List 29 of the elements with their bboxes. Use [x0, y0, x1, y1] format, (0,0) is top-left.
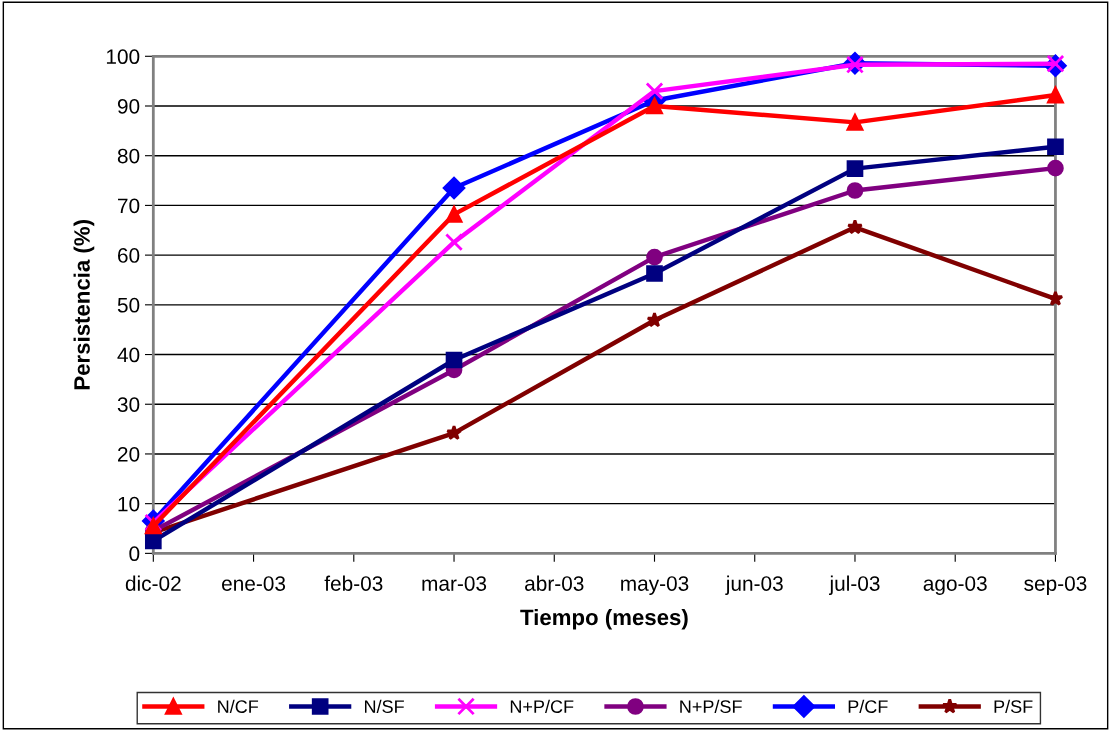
- legend-label: N+P/CF: [510, 699, 574, 713]
- x-tick-label: jul-03: [828, 575, 880, 596]
- y-tick-label: 60: [118, 248, 140, 263]
- y-tick-label: 70: [118, 198, 140, 214]
- x-tick-label: mar-03: [422, 576, 487, 591]
- x-tick-label: ago-03: [923, 576, 987, 596]
- x-tick-label: may-03: [621, 576, 689, 596]
- y-tick-label: 80: [117, 148, 140, 164]
- legend-label: N/SF: [364, 699, 404, 713]
- legend-label: P/SF: [994, 699, 1033, 713]
- legend-label: N/CF: [218, 699, 259, 713]
- y-tick-label: 90: [117, 99, 140, 114]
- x-tick-label: abr-03: [525, 575, 584, 591]
- y-tick-label: 40: [117, 347, 140, 363]
- x-tick-label: jun-03: [725, 575, 783, 596]
- legend-label: P/CF: [848, 699, 888, 713]
- y-tick-label: 50: [117, 297, 140, 313]
- x-tick-label: dic-02: [125, 575, 181, 591]
- y-tick-label: 30: [117, 397, 140, 412]
- x-tick-label: sep-03: [1024, 576, 1087, 596]
- x-tick-label: feb-03: [324, 575, 383, 591]
- y-tick-label: 100: [106, 49, 140, 65]
- legend-label: N+P/SF: [680, 699, 742, 713]
- y-tick-label: 10: [118, 496, 140, 512]
- x-axis-title: Tiempo (meses): [520, 608, 688, 630]
- y-tick-label: 0: [129, 546, 140, 562]
- y-tick-label: 20: [118, 446, 140, 462]
- y-axis-title: Persistencia (%): [73, 220, 95, 390]
- x-tick-label: ene-03: [222, 576, 286, 591]
